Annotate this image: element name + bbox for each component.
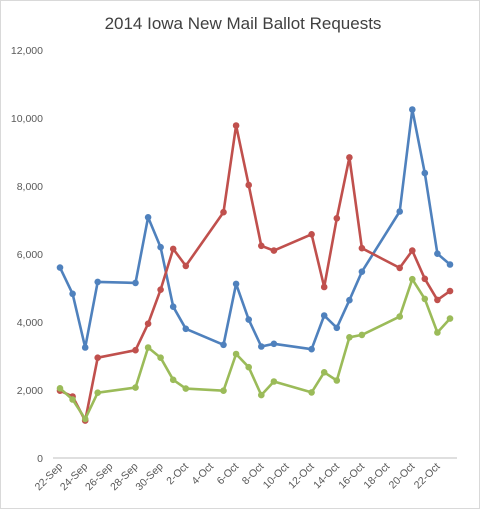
data-point	[446, 315, 454, 322]
data-point	[245, 181, 252, 189]
data-point	[421, 275, 429, 283]
data-point	[409, 247, 416, 254]
data-point	[421, 295, 429, 303]
data-point	[69, 290, 76, 298]
data-point	[446, 287, 454, 295]
x-tick-label: 22-Oct	[412, 461, 443, 492]
data-point	[333, 215, 341, 222]
data-point	[346, 334, 353, 341]
data-point	[81, 415, 89, 423]
y-tick-label: 8,000	[17, 181, 43, 193]
data-point	[434, 250, 441, 257]
data-point	[157, 243, 164, 251]
data-point	[333, 377, 341, 384]
chart-title: 2014 Iowa New Mail Ballot Requests	[105, 14, 382, 33]
data-point	[232, 350, 240, 358]
data-point	[169, 376, 177, 384]
data-point	[144, 344, 152, 351]
data-point	[69, 396, 76, 403]
data-point	[358, 268, 366, 276]
y-tick-label: 2,000	[17, 385, 43, 397]
data-point	[220, 208, 227, 216]
data-point	[132, 279, 139, 287]
data-point	[232, 122, 240, 129]
data-point	[220, 387, 227, 395]
data-point	[421, 169, 429, 177]
data-point	[270, 247, 278, 254]
x-tick-label: 20-Oct	[387, 461, 418, 492]
data-point	[333, 324, 341, 332]
data-point	[232, 280, 240, 288]
x-tick-label: 16-Oct	[336, 461, 367, 492]
x-tick-label: 4-Oct	[189, 461, 216, 488]
x-tick-label: 18-Oct	[361, 461, 392, 492]
data-point	[320, 283, 328, 291]
data-point	[396, 264, 404, 272]
data-point	[56, 385, 64, 392]
data-point	[182, 262, 190, 270]
y-axis: 0 2,000 4,000 6,000 8,000 10,000 12,000	[11, 45, 43, 465]
data-point	[270, 340, 278, 348]
data-point	[396, 313, 404, 320]
data-point	[358, 244, 366, 252]
data-point	[132, 346, 139, 354]
data-point	[308, 345, 315, 353]
data-point	[245, 363, 252, 371]
data-point	[81, 344, 89, 351]
series-3	[56, 275, 454, 423]
data-point	[144, 214, 152, 221]
data-point	[220, 341, 227, 349]
x-tick-label: 30-Sep	[133, 461, 166, 494]
data-point	[320, 369, 328, 376]
data-point	[169, 303, 177, 311]
data-point	[434, 296, 441, 304]
series-line	[58, 124, 452, 422]
y-tick-label: 4,000	[17, 317, 43, 329]
data-point	[56, 264, 64, 271]
data-point	[157, 354, 164, 362]
data-point	[308, 231, 315, 238]
data-point	[94, 389, 101, 397]
data-point	[182, 325, 190, 333]
series-line	[58, 277, 452, 421]
data-point	[409, 106, 416, 113]
data-point	[308, 389, 315, 396]
data-point	[320, 312, 328, 319]
x-tick-label: 2-Oct	[164, 461, 191, 488]
x-tick-label: 6-Oct	[215, 461, 242, 488]
series-1	[56, 106, 454, 353]
y-tick-label: 10,000	[11, 113, 43, 125]
data-point	[258, 242, 265, 250]
data-point	[434, 329, 441, 336]
data-point	[144, 320, 152, 328]
data-point	[94, 278, 101, 286]
data-point	[409, 275, 416, 283]
data-point	[396, 208, 404, 215]
series-2	[56, 122, 454, 424]
data-point	[346, 154, 353, 161]
data-point	[169, 245, 177, 253]
y-tick-label: 6,000	[17, 249, 43, 261]
data-point	[94, 354, 101, 362]
series-line	[58, 108, 452, 351]
x-axis: 22-Sep24-Sep26-Sep28-Sep30-Sep2-Oct4-Oct…	[33, 457, 457, 494]
data-point	[132, 384, 139, 391]
y-tick-label: 12,000	[11, 45, 43, 57]
data-point	[258, 343, 265, 350]
data-point	[270, 378, 278, 385]
x-tick-label: 14-Oct	[311, 461, 342, 492]
data-point	[245, 316, 252, 323]
data-point	[258, 391, 265, 399]
data-point	[182, 385, 190, 392]
x-tick-label: 10-Oct	[261, 461, 292, 492]
data-point	[446, 261, 454, 268]
data-point	[157, 286, 164, 294]
series-layer	[56, 106, 454, 424]
data-point	[346, 296, 353, 304]
x-tick-label: 12-Oct	[286, 461, 317, 492]
data-point	[358, 331, 366, 339]
y-tick-label: 0	[37, 453, 43, 465]
